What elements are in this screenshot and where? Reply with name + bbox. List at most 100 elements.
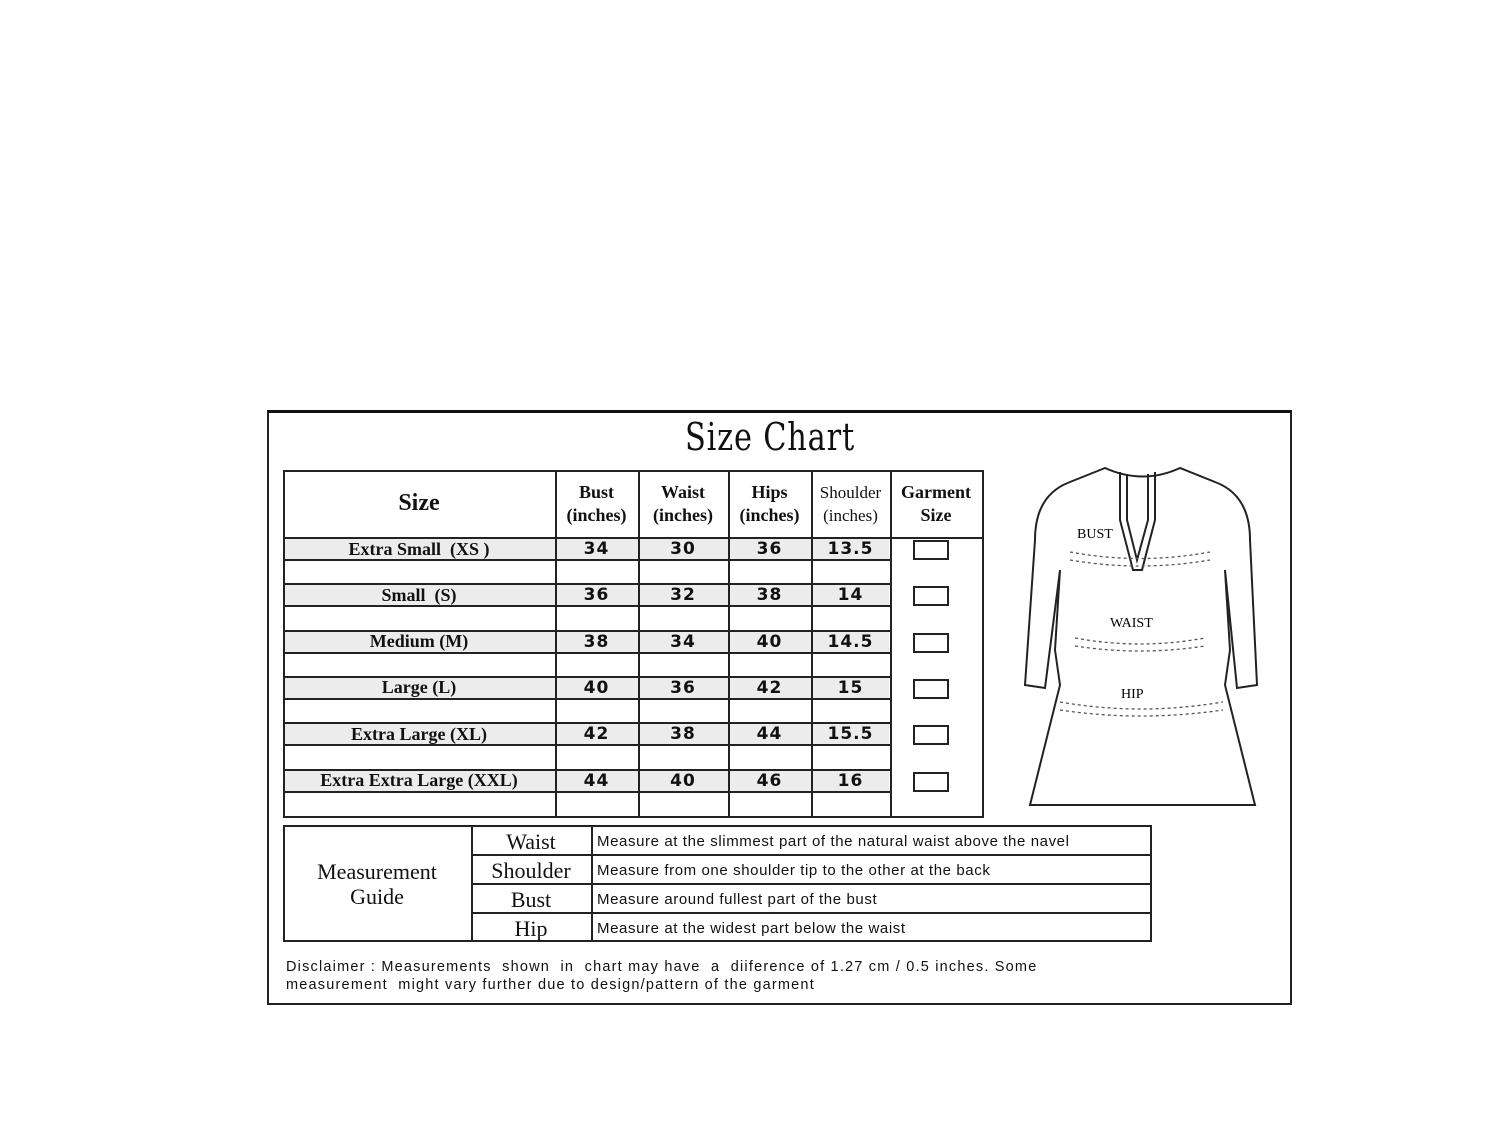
header-waist-line: (inches) <box>653 504 713 525</box>
header-bust-line: Bust <box>578 481 614 502</box>
column-divider <box>283 470 285 818</box>
bust-value: 38 <box>583 631 610 652</box>
table-border <box>283 537 984 539</box>
row-divider <box>283 629 890 632</box>
row-divider <box>283 583 890 586</box>
guide-item-name: Shoulder <box>491 857 571 883</box>
size-label: Extra Large (XL) <box>351 723 487 744</box>
guide-item-description: Measure at the slimmest part of the natu… <box>597 832 1070 850</box>
row-shade <box>285 631 889 653</box>
header-hips: Hips (inches) <box>728 470 811 537</box>
header-shoulder: Shoulder (inches) <box>811 470 890 537</box>
bust-value: 42 <box>583 724 610 745</box>
size-label: Medium (M) <box>369 631 469 652</box>
row-shade <box>285 770 889 792</box>
guide-item-name: Bust <box>510 886 552 912</box>
waist-value: 34 <box>670 631 696 652</box>
row-shade <box>285 724 889 746</box>
garment-size-checkbox[interactable] <box>913 632 949 653</box>
header-shoulder-line: Shoulder <box>819 482 882 502</box>
shoulder-value: 16 <box>837 770 864 791</box>
size-chart-frame <box>267 410 1292 1005</box>
row-divider <box>283 559 890 561</box>
waist-value: 40 <box>670 770 696 791</box>
hips-value: 38 <box>756 585 783 606</box>
hips-value: 44 <box>756 724 783 745</box>
garment-size-checkbox[interactable] <box>913 540 949 560</box>
column-divider <box>811 470 813 818</box>
row-divider <box>283 605 890 608</box>
header-bust-line: (inches) <box>566 504 627 525</box>
waist-line <box>1074 637 1206 645</box>
shoulder-value: 13.5 <box>827 539 874 559</box>
guide-item-name: Hip <box>514 915 548 941</box>
header-garment: Garment Size <box>890 470 982 537</box>
column-divider <box>638 470 640 818</box>
bust-line <box>1069 551 1211 560</box>
waist-label: WAIST <box>1110 616 1153 631</box>
garment-size-checkbox[interactable] <box>913 725 949 746</box>
header-shoulder-line: (inches) <box>823 505 878 525</box>
row-shade <box>285 677 889 699</box>
hips-value: 46 <box>756 770 783 791</box>
guide-item-name: Waist <box>506 828 556 854</box>
header-bust: Bust (inches) <box>555 470 638 537</box>
header-garment-line: Size <box>920 504 952 525</box>
column-divider <box>890 470 892 818</box>
row-divider <box>283 768 890 771</box>
table-border <box>283 470 984 472</box>
row-divider <box>471 912 1152 914</box>
row-divider <box>283 744 890 747</box>
garment-size-checkbox[interactable] <box>913 678 949 699</box>
shoulder-value: 15.5 <box>827 724 874 745</box>
guide-item-description: Measure from one shoulder tip to the oth… <box>597 861 991 879</box>
hips-value: 36 <box>756 539 783 559</box>
header-size: Size <box>398 490 440 516</box>
page-title: Size Chart <box>685 415 855 459</box>
guide-item-description: Measure at the widest part below the wai… <box>597 919 906 937</box>
header-waist-line: Waist <box>660 481 705 502</box>
hips-value: 40 <box>756 631 783 652</box>
row-divider <box>283 651 890 654</box>
garment-size-checkbox[interactable] <box>913 771 949 792</box>
column-divider <box>555 470 557 818</box>
row-divider <box>471 883 1152 885</box>
bust-value: 44 <box>583 770 610 791</box>
guide-title: Measurement Guide <box>283 825 471 942</box>
header-waist: Waist (inches) <box>638 470 728 537</box>
size-label: Extra Small (XS ) <box>348 538 490 559</box>
guide-item-description: Measure around fullest part of the bust <box>597 890 878 908</box>
size-label: Large (L) <box>381 677 457 698</box>
shoulder-value: 14.5 <box>827 631 874 652</box>
neckline <box>1119 472 1156 571</box>
waist-value: 30 <box>670 539 696 559</box>
guide-title-line: Guide <box>350 883 404 909</box>
garment-size-checkbox[interactable] <box>913 586 949 607</box>
disclaimer-line-1: Disclaimer : Measurements shown in chart… <box>286 959 1038 975</box>
waist-value: 38 <box>670 724 696 745</box>
garment-diagram: BUST WAIST HIP <box>1023 466 1259 806</box>
hip-label: HIP <box>1121 687 1144 702</box>
disclaimer-line-2: measurement might vary further due to de… <box>286 977 815 993</box>
shoulder-value: 14 <box>837 585 864 606</box>
size-label: Small (S) <box>381 584 457 605</box>
bust-label: BUST <box>1077 527 1113 542</box>
row-divider <box>283 675 890 678</box>
header-hips-line: Hips <box>751 481 788 502</box>
row-divider <box>283 697 890 700</box>
column-divider <box>728 470 730 818</box>
waist-value: 32 <box>670 585 696 606</box>
bust-value: 34 <box>583 539 610 559</box>
table-border <box>283 816 984 818</box>
bust-value: 40 <box>583 677 610 698</box>
hip-line <box>1059 701 1224 710</box>
row-shade <box>285 585 889 607</box>
bust-value: 36 <box>583 585 610 606</box>
waist-value: 36 <box>670 677 696 698</box>
guide-title-line: Measurement <box>317 858 437 884</box>
size-label: Extra Extra Large (XXL) <box>320 770 518 790</box>
column-divider <box>982 470 984 818</box>
row-divider <box>283 790 890 793</box>
row-shade <box>285 539 889 560</box>
garment-outline <box>1023 466 1259 806</box>
